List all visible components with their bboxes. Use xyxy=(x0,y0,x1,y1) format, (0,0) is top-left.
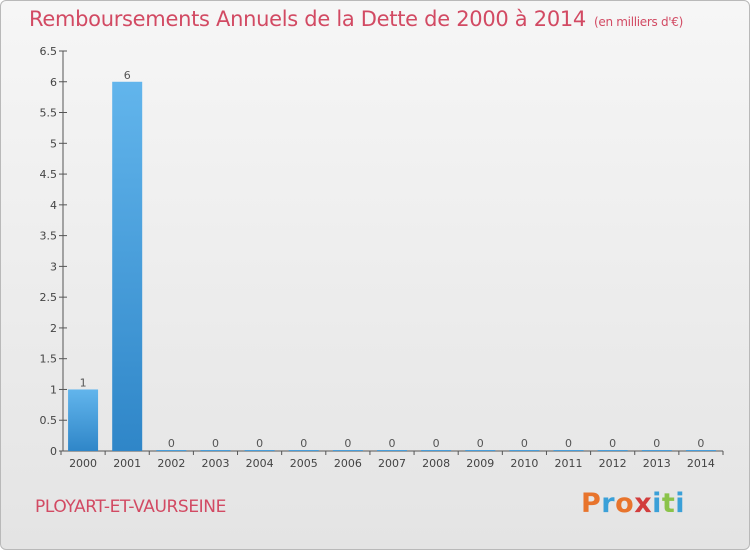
x-tick-label: 2013 xyxy=(643,457,671,470)
y-tick-label: 4 xyxy=(50,199,57,212)
chart-subtitle: (en milliers d'€) xyxy=(594,15,684,29)
x-tick-label: 2005 xyxy=(290,457,318,470)
value-label-2012: 0 xyxy=(609,437,616,450)
y-tick-label: 3.5 xyxy=(40,230,58,243)
value-label-2011: 0 xyxy=(565,437,572,450)
bar-2004 xyxy=(244,450,275,451)
y-tick-label: 6.5 xyxy=(40,45,58,58)
value-label-2003: 0 xyxy=(212,437,219,450)
value-label-2008: 0 xyxy=(433,437,440,450)
bar-2010 xyxy=(509,450,540,451)
proxiti-logo: Proxiti xyxy=(581,488,685,519)
x-tick-label: 2010 xyxy=(510,457,538,470)
bar-2007 xyxy=(377,450,407,451)
location-name: PLOYART-ET-VAURSEINE xyxy=(35,497,226,517)
value-label-2000: 1 xyxy=(80,376,87,389)
bar-2003 xyxy=(200,450,231,451)
value-label-2014: 0 xyxy=(697,437,704,450)
bar-2012 xyxy=(597,450,628,451)
y-tick-label: 3 xyxy=(50,260,57,273)
x-tick-label: 2003 xyxy=(201,457,229,470)
x-tick-label: 2007 xyxy=(378,457,406,470)
bar-2006 xyxy=(332,450,363,451)
chart-title: Remboursements Annuels de la Dette de 20… xyxy=(29,7,683,31)
logo-letter: o xyxy=(615,488,635,519)
logo-letter: i xyxy=(652,488,662,519)
logo-letter: r xyxy=(601,488,616,519)
y-tick-label: 2.5 xyxy=(40,291,58,304)
x-tick-label: 2011 xyxy=(555,457,583,470)
bar-2008 xyxy=(421,450,452,451)
x-tick-label: 2000 xyxy=(69,457,97,470)
x-tick-label: 2006 xyxy=(334,457,362,470)
value-label-2006: 0 xyxy=(344,437,351,450)
logo-letter: P xyxy=(581,488,602,519)
bar-2000 xyxy=(68,389,99,451)
logo-letter: t xyxy=(661,488,676,519)
bar-2014 xyxy=(685,450,716,451)
y-tick-label: 0.5 xyxy=(40,414,58,427)
x-tick-label: 2014 xyxy=(687,457,715,470)
x-tick-label: 2009 xyxy=(466,457,494,470)
y-tick-label: 0 xyxy=(50,445,57,458)
chart-axes: 0 0.5 1 1.5 2 2.5 3 3.5 4 4.5 5 5.5 6 6.5 2000 2001 2002… xyxy=(40,45,724,470)
bar-2009 xyxy=(465,450,496,451)
bar-2011 xyxy=(553,450,584,451)
y-tick-label: 5 xyxy=(50,137,57,150)
logo-letter: x xyxy=(634,488,653,519)
value-label-2005: 0 xyxy=(300,437,307,450)
chart-bars xyxy=(68,81,716,452)
y-tick-label: 1.5 xyxy=(40,353,58,366)
chart-labels: 1 6 0 0 0 0 0 0 0 0 0 0 0 0 0 xyxy=(80,69,705,450)
y-tick-label: 5.5 xyxy=(40,107,58,120)
value-label-2009: 0 xyxy=(477,437,484,450)
value-label-2004: 0 xyxy=(256,437,263,450)
value-label-2002: 0 xyxy=(168,437,175,450)
bar-2013 xyxy=(641,450,672,451)
bar-2005 xyxy=(288,450,319,451)
y-tick-label: 1 xyxy=(50,383,57,396)
value-label-2007: 0 xyxy=(389,437,396,450)
bar-2002 xyxy=(156,450,187,451)
y-tick-label: 4.5 xyxy=(40,168,58,181)
value-label-2010: 0 xyxy=(521,437,528,450)
logo-letter: i xyxy=(675,488,686,519)
value-label-2001: 6 xyxy=(124,69,131,82)
chart-title-text: Remboursements Annuels de la Dette de 20… xyxy=(29,7,586,31)
x-tick-label: 2002 xyxy=(157,457,185,470)
y-tick-label: 2 xyxy=(50,322,57,335)
x-tick-label: 2008 xyxy=(422,457,450,470)
y-tick-label: 6 xyxy=(50,76,57,89)
bar-2001 xyxy=(112,81,143,452)
x-tick-label: 2001 xyxy=(113,457,141,470)
x-tick-label: 2012 xyxy=(599,457,627,470)
x-tick-label: 2004 xyxy=(246,457,274,470)
value-label-2013: 0 xyxy=(653,437,660,450)
